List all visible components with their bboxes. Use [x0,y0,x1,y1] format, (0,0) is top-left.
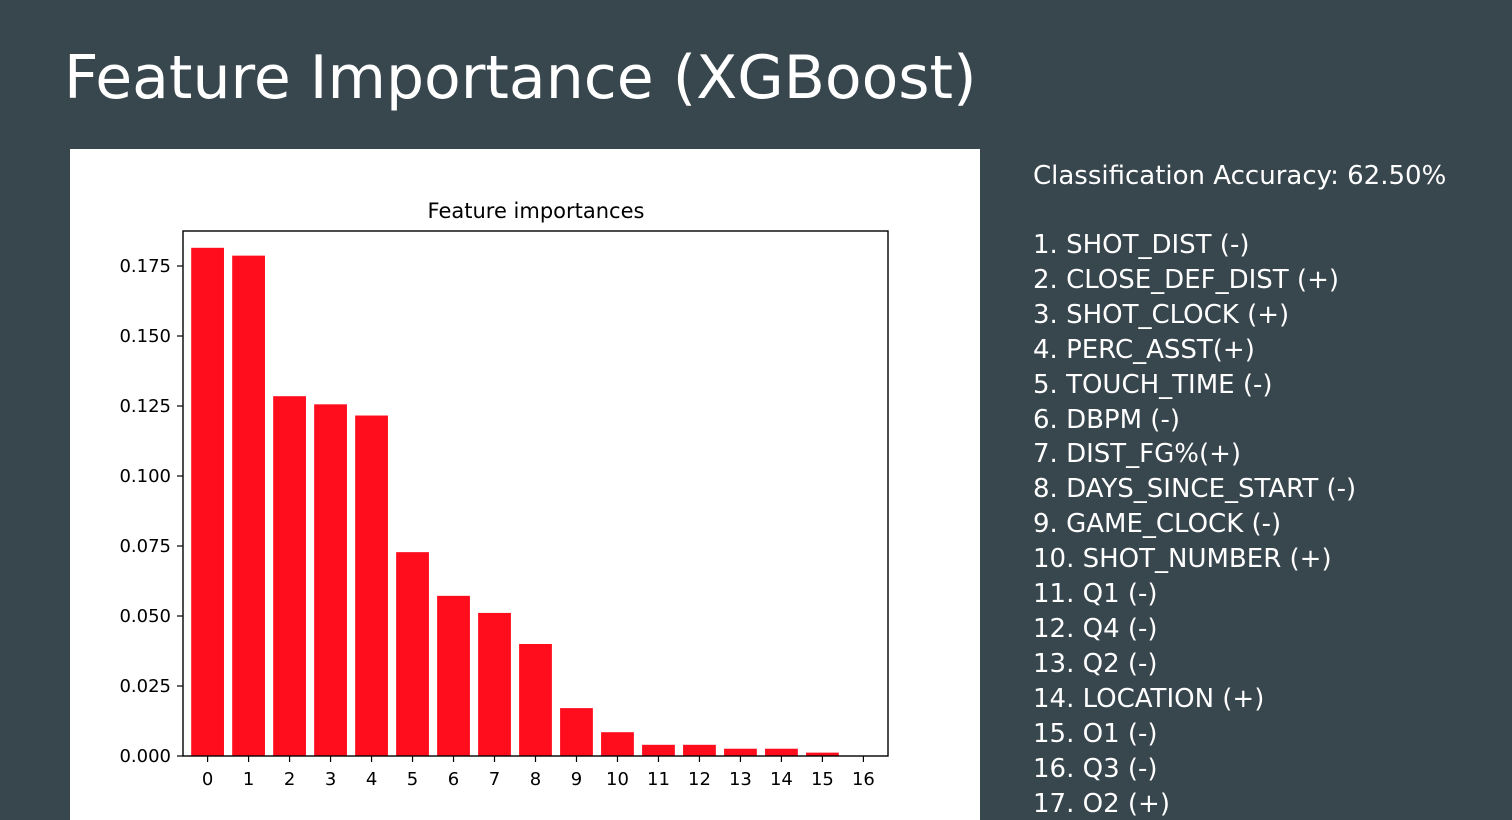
x-tick-label: 9 [571,769,582,790]
feature-list-item: 8. DAYS_SINCE_START (-) [1033,474,1357,505]
y-axis: 0.000 0.025 0.050 0.075 0.100 0.125 0.150 0.175 [119,256,183,767]
bar-5 [396,552,429,756]
y-tick-label: 0.125 [119,396,171,417]
x-tick-label: 2 [284,769,295,790]
bar-10 [601,732,634,756]
x-tick-label: 14 [770,769,793,790]
x-tick-label: 12 [688,769,711,790]
feature-list-item: 3. SHOT_CLOCK (+) [1033,299,1290,330]
chart-panel: Feature importances 0.000 0.025 0.050 0.075… [70,149,980,820]
chart-title: Feature importances [428,199,645,223]
x-tick-label: 15 [811,769,834,790]
y-tick-label: 0.100 [119,466,171,487]
x-tick-label: 13 [729,769,752,790]
side-panel: Classification Accuracy: 62.50% 1. SHOT_… [1033,158,1446,820]
feature-list-item: 12. Q4 (-) [1033,613,1158,644]
bar-13 [724,748,757,756]
feature-list-item: 11. Q1 (-) [1033,579,1158,610]
bar-15 [806,752,839,756]
x-tick-label: 10 [606,769,629,790]
feature-list-item: 5. TOUCH_TIME (-) [1033,369,1273,400]
x-tick-label: 3 [325,769,336,790]
y-tick-label: 0.150 [119,326,171,347]
x-tick-label: 5 [407,769,418,790]
y-tick-label: 0.000 [119,746,171,767]
x-tick-label: 4 [366,769,377,790]
feature-list-item: 15. O1 (-) [1033,718,1158,749]
bar-7 [478,612,511,756]
bar-1 [232,255,265,756]
bar-4 [355,415,388,756]
x-tick-label: 0 [202,769,213,790]
feature-list-item: 16. Q3 (-) [1033,753,1158,784]
y-tick-label: 0.075 [119,536,171,557]
bar-2 [273,396,306,756]
accuracy-text: Classification Accuracy: 62.50% [1033,161,1447,191]
bar-8 [519,644,552,756]
feature-list-item: 13. Q2 (-) [1033,648,1158,679]
x-tick-label: 11 [647,769,670,790]
bar-6 [437,595,470,756]
feature-importance-chart: Feature importances 0.000 0.025 0.050 0.075… [119,199,889,790]
feature-list: 1. SHOT_DIST (-) 2. CLOSE_DEF_DIST (+) 3. … [1033,228,1446,820]
feature-list-item: 10. SHOT_NUMBER (+) [1033,544,1332,575]
y-tick-label: 0.050 [119,606,171,627]
feature-list-item: 6. DBPM (-) [1033,404,1180,435]
feature-list-item: 9. GAME_CLOCK (-) [1033,509,1282,540]
bar-14 [765,748,798,756]
x-axis: 0 1 2 3 4 5 6 7 8 9 10 11 12 13 14 15 16 [202,756,875,790]
slide-title: Feature Importance (XGBoost) [64,43,977,113]
feature-list-item: 17. O2 (+) [1033,788,1170,819]
x-tick-label: 1 [243,769,254,790]
bar-3 [314,404,347,756]
feature-list-item: 4. PERC_ASST(+) [1033,334,1255,365]
feature-list-item: 2. CLOSE_DEF_DIST (+) [1033,264,1339,295]
y-tick-label: 0.175 [119,256,171,277]
x-tick-label: 6 [448,769,459,790]
feature-list-item: 14. LOCATION (+) [1033,683,1265,714]
x-tick-label: 8 [530,769,541,790]
bar-9 [560,708,593,756]
bars-group [191,247,839,757]
bar-12 [683,744,716,756]
feature-list-item: 1. SHOT_DIST (-) [1033,230,1250,260]
feature-list-item: 7. DIST_FG%(+) [1033,439,1242,470]
plot-frame [182,230,889,757]
y-tick-label: 0.025 [119,676,171,697]
x-tick-label: 7 [489,769,500,790]
bar-11 [642,744,675,756]
x-tick-label: 16 [852,769,875,790]
bar-0 [191,247,224,757]
